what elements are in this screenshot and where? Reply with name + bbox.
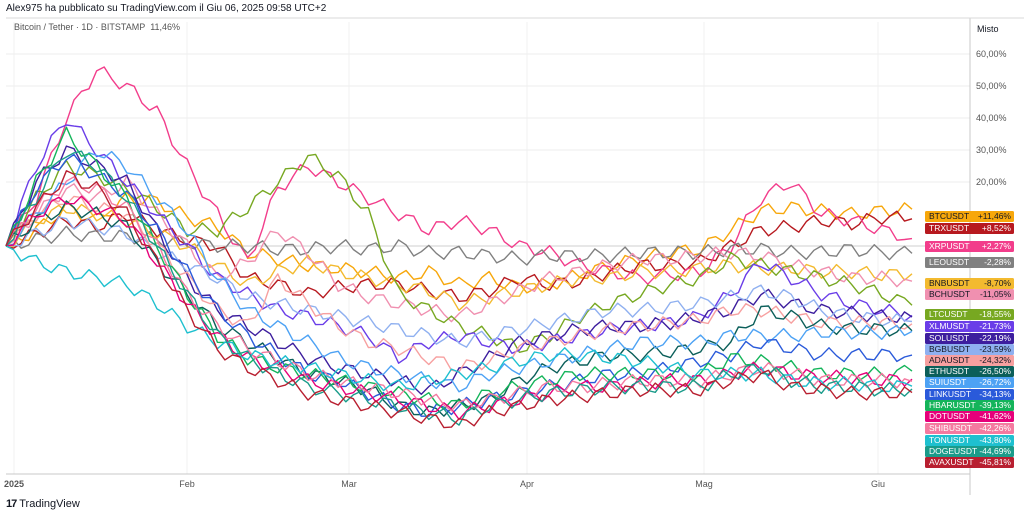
publish-caption: Alex975 ha pubblicato su TradingView.com… xyxy=(6,3,327,14)
badge-symbol-tonusdt: TONUSDT xyxy=(929,435,970,445)
x-tick-label: Apr xyxy=(520,479,534,489)
x-tick-label: 2025 xyxy=(4,479,24,489)
badge-value-trxusdt: +8,52% xyxy=(982,223,1012,233)
badge-symbol-bchusdt: BCHUSDT xyxy=(929,289,970,299)
badge-symbol-dogeusdt: DOGEUSDT xyxy=(929,446,977,456)
badge-bg-solusdt xyxy=(925,333,1014,344)
badge-symbol-dotusdt: DOTUSDT xyxy=(929,411,970,421)
x-ticks: 2025 Feb Mar Apr Mag Giu xyxy=(4,479,885,489)
badge-bg-bgbusdt xyxy=(925,344,1014,355)
y-tick-label: 20,00% xyxy=(976,177,1007,187)
badge-bg-bnbusdt xyxy=(925,278,1014,289)
badge-bg-suiusdt xyxy=(925,377,1014,388)
series-line-btcusdt xyxy=(5,191,913,294)
badge-symbol-trxusdt: TRXUSDT xyxy=(929,223,969,233)
badge-symbol-bnbusdt: BNBUSDT xyxy=(929,278,970,288)
scale-mode-label[interactable]: Misto xyxy=(977,24,999,34)
brand-name: TradingView xyxy=(19,498,80,510)
badge-value-linkusdt: -34,13% xyxy=(979,389,1011,399)
badge-symbol-ltcusdt: LTCUSDT xyxy=(929,309,968,319)
badge-bg-leousdt xyxy=(925,257,1014,268)
badge-bg-dogeusdt xyxy=(925,446,1014,457)
badge-value-solusdt: -22,19% xyxy=(979,333,1011,343)
chart-title: Bitcoin / Tether · 1D · BITSTAMP 11,46% xyxy=(14,22,180,32)
badge-bg-btcusdt xyxy=(925,211,1014,222)
series-line-suiusdt xyxy=(5,150,913,393)
series-line-trxusdt xyxy=(5,210,913,302)
badge-bg-trxusdt xyxy=(925,223,1014,234)
badge-symbol-xlmusdt: XLMUSDT xyxy=(929,321,970,331)
badge-symbol-linkusdt: LINKUSDT xyxy=(929,389,971,399)
badge-bg-hbarusdt xyxy=(925,400,1014,411)
series-line-ethusdt xyxy=(5,200,913,417)
symbol-title[interactable]: Bitcoin / Tether · 1D · BITSTAMP xyxy=(14,22,146,32)
badge-value-ltcusdt: -18,55% xyxy=(979,309,1011,319)
badge-value-bgbusdt: -23,59% xyxy=(979,344,1011,354)
badge-symbol-solusdt: SOLUSDT xyxy=(929,333,969,343)
x-tick-label: Giu xyxy=(871,479,885,489)
badge-symbol-adausdt: ADAUSDT xyxy=(929,355,970,365)
series-line-ltcusdt xyxy=(5,153,913,353)
x-tick-label: Mar xyxy=(341,479,357,489)
badge-value-suiusdt: -26,72% xyxy=(979,377,1011,387)
badge-symbol-ethusdt: ETHUSDT xyxy=(929,366,969,376)
badge-value-tonusdt: -43,80% xyxy=(979,435,1011,445)
badge-bg-ltcusdt xyxy=(925,309,1014,320)
title-performance: 11,46% xyxy=(150,22,181,32)
series-line-avaxusdt xyxy=(5,170,913,429)
series-lines xyxy=(5,66,913,429)
y-ticks: 60,00% 50,00% 40,00% 30,00% 20,00% xyxy=(976,49,1007,187)
badge-symbol-bgbusdt: BGBUSDT xyxy=(929,344,970,354)
tradingview-logo-icon: 17 xyxy=(6,498,17,510)
badge-bg-xrpusdt xyxy=(925,241,1014,252)
legend-badges: BTCUSDT +11,46% TRXUSDT +8,52% XRPUSDT +2,27%… xyxy=(925,211,1014,468)
badge-bg-adausdt xyxy=(925,355,1014,366)
series-line-shibusdt xyxy=(5,176,913,412)
badge-bg-linkusdt xyxy=(925,389,1014,400)
badge-symbol-btcusdt: BTCUSDT xyxy=(929,211,969,221)
badge-value-ethusdt: -26,50% xyxy=(979,366,1011,376)
y-tick-label: 40,00% xyxy=(976,113,1007,123)
series-line-hbarusdt xyxy=(5,126,913,410)
series-line-bchusdt xyxy=(5,175,913,323)
series-line-xrpusdt xyxy=(5,66,913,285)
badge-symbol-leousdt: LEOUSDT xyxy=(929,257,969,267)
badge-bg-bchusdt xyxy=(925,289,1014,300)
y-tick-label: 60,00% xyxy=(976,49,1007,59)
badge-bg-shibusdt xyxy=(925,423,1014,434)
badge-bg-dotusdt xyxy=(925,411,1014,422)
x-tick-label: Mag xyxy=(695,479,713,489)
badge-value-hbarusdt: -39,13% xyxy=(979,400,1011,410)
badge-symbol-suiusdt: SUIUSDT xyxy=(929,377,966,387)
badge-value-btcusdt: +11,46% xyxy=(978,211,1012,221)
badge-value-leousdt: -2,28% xyxy=(984,257,1011,267)
badge-value-xlmusdt: -21,73% xyxy=(979,321,1011,331)
x-tick-label: Feb xyxy=(179,479,195,489)
badge-symbol-xrpusdt: XRPUSDT xyxy=(929,241,970,251)
badge-bg-ethusdt xyxy=(925,366,1014,377)
badge-value-bnbusdt: -8,70% xyxy=(984,278,1011,288)
badge-symbol-hbarusdt: HBARUSDT xyxy=(929,400,976,410)
badge-value-shibusdt: -42,26% xyxy=(979,423,1011,433)
tradingview-logo[interactable]: 17 TradingView xyxy=(6,498,80,510)
badge-bg-avaxusdt xyxy=(925,457,1014,468)
y-tick-label: 30,00% xyxy=(976,145,1007,155)
badge-value-xrpusdt: +2,27% xyxy=(982,241,1012,251)
badge-symbol-avaxusdt: AVAXUSDT xyxy=(929,457,974,467)
series-line-bnbusdt xyxy=(5,203,913,311)
badge-symbol-shibusdt: SHIBUSDT xyxy=(929,423,972,433)
badge-bg-tonusdt xyxy=(925,435,1014,446)
badge-value-adausdt: -24,32% xyxy=(979,355,1011,365)
badge-bg-xlmusdt xyxy=(925,321,1014,332)
badge-value-avaxusdt: -45,81% xyxy=(979,457,1011,467)
y-tick-label: 50,00% xyxy=(976,81,1007,91)
badge-value-dotusdt: -41,62% xyxy=(979,411,1011,421)
axes xyxy=(6,17,1024,495)
badge-value-bchusdt: -11,05% xyxy=(980,289,1011,299)
series-line-tonusdt xyxy=(5,245,913,393)
series-line-linkusdt xyxy=(5,153,913,417)
badge-value-dogeusdt: -44,69% xyxy=(979,446,1011,456)
